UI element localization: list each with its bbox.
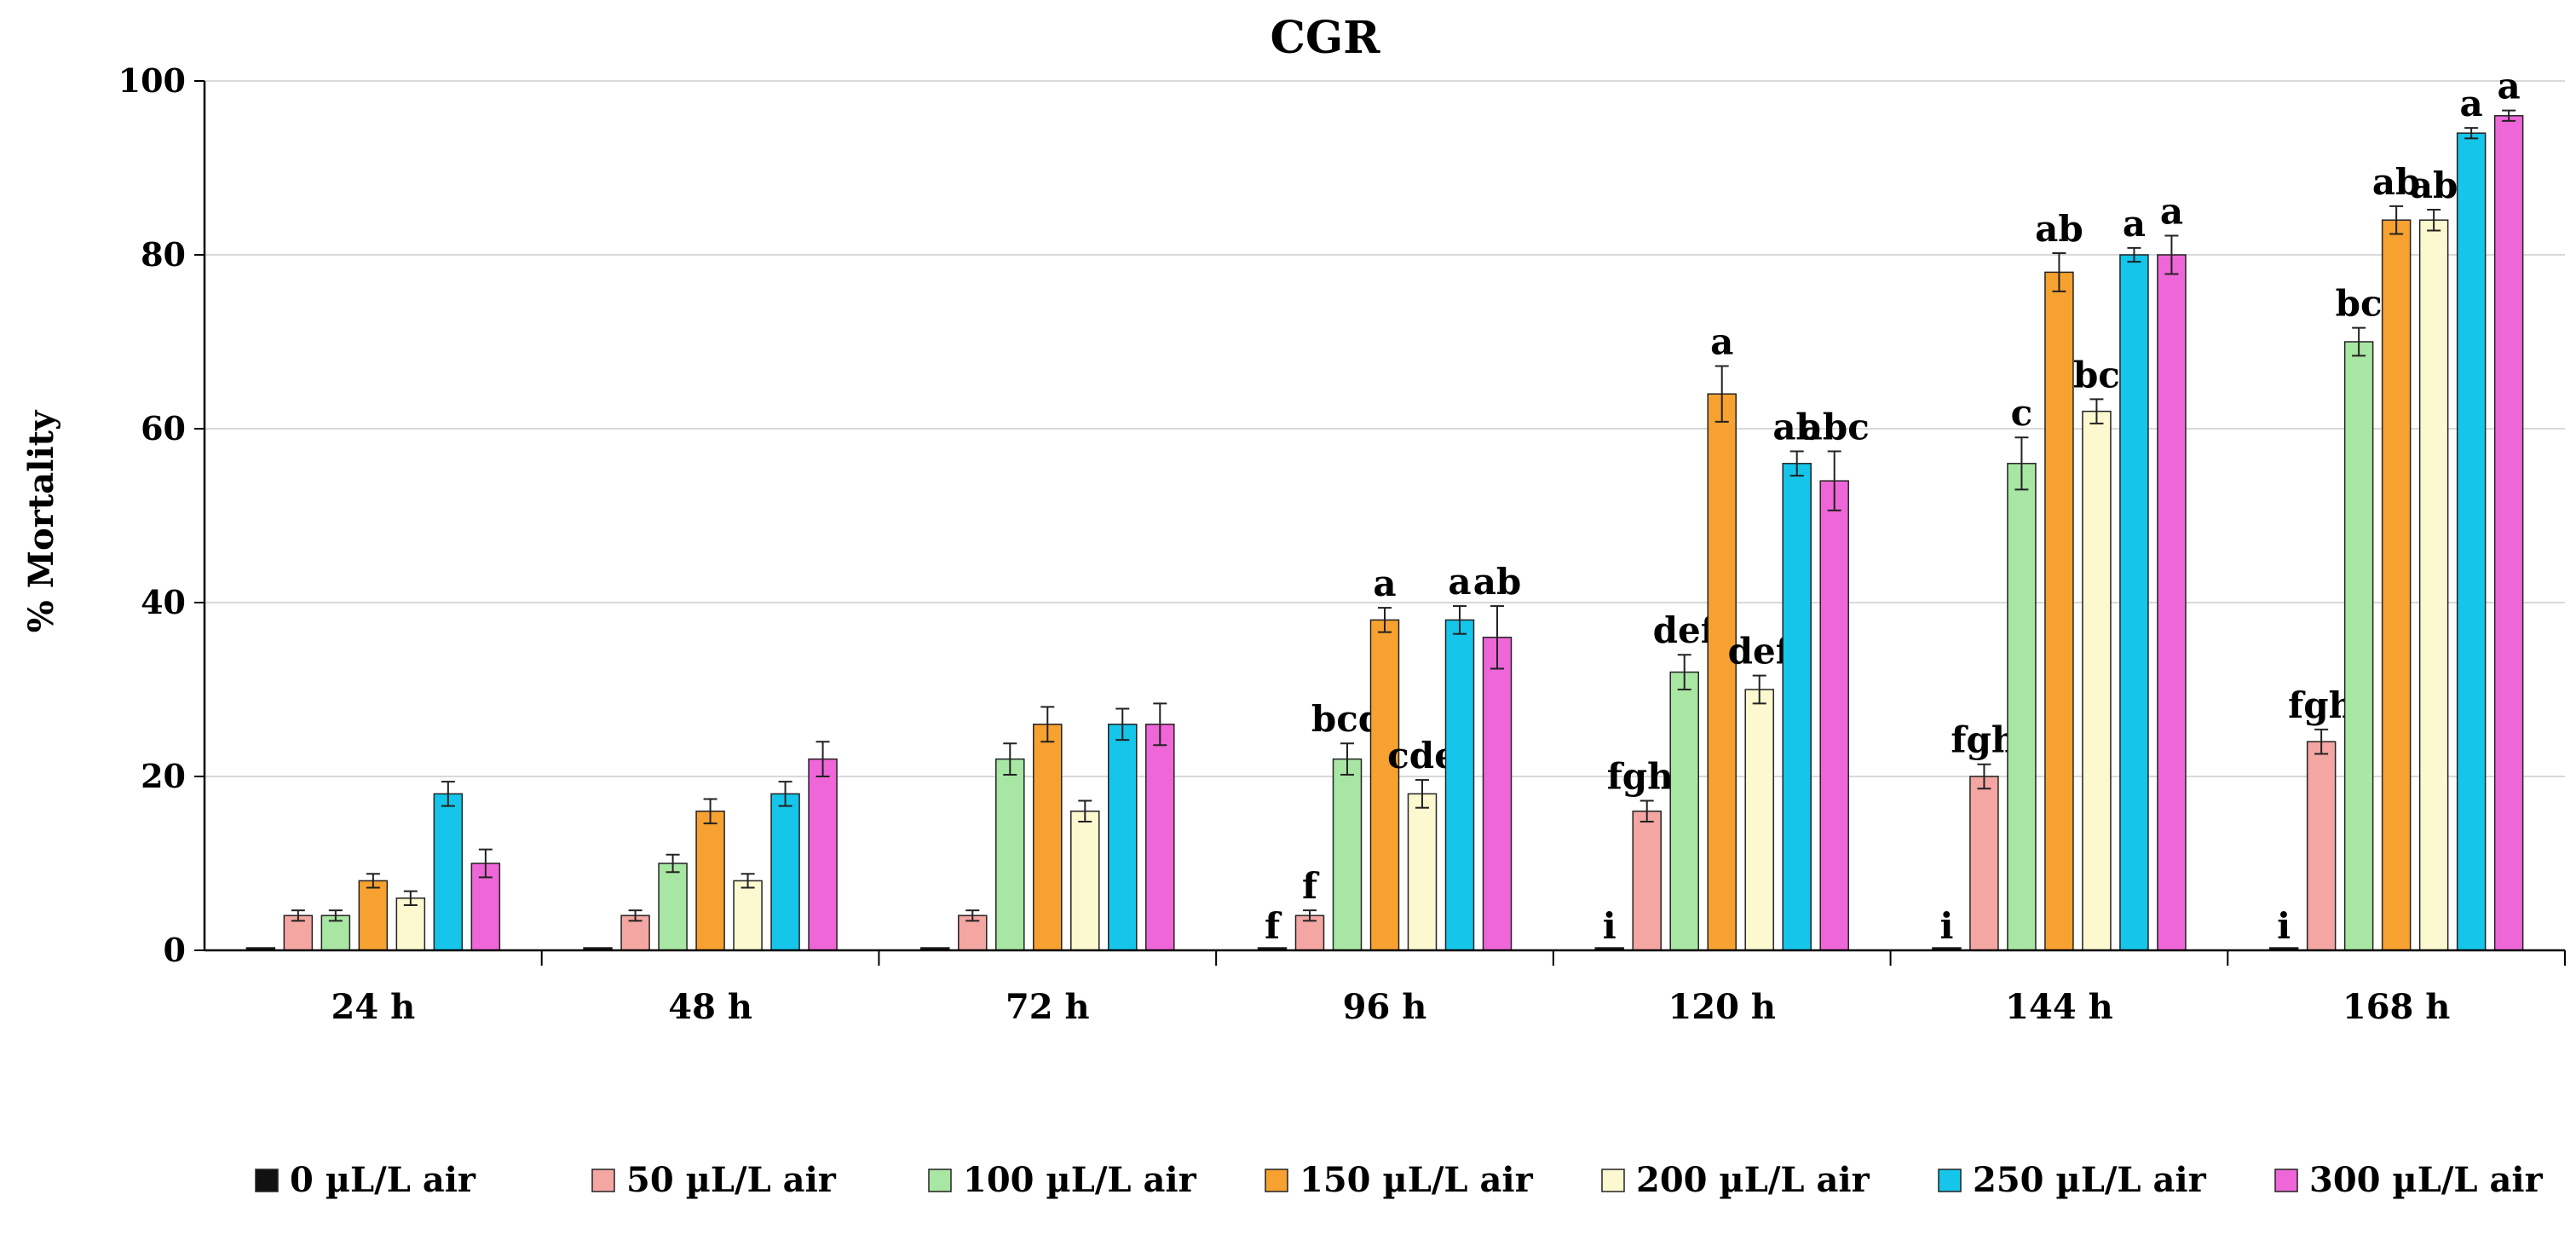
- legend-swatch: [1938, 1169, 1962, 1192]
- y-tick-label: 100: [118, 61, 186, 100]
- bar: [695, 811, 725, 951]
- bar: [770, 793, 800, 951]
- bar: [2418, 219, 2449, 951]
- legend-label: 250 µL/L air: [1973, 1160, 2207, 1200]
- legend-label: 150 µL/L air: [1300, 1160, 1534, 1200]
- bar: [808, 758, 838, 951]
- legend-label: 100 µL/L air: [963, 1160, 1197, 1200]
- data-label: ab: [1772, 407, 1821, 448]
- bar: [1369, 619, 1400, 951]
- y-tick-label: 20: [141, 757, 186, 795]
- bar: [2343, 341, 2374, 951]
- x-tick-label: 96 h: [1343, 987, 1427, 1027]
- data-label: a: [1710, 321, 1733, 363]
- bar: [1819, 480, 1849, 951]
- data-label: bc: [2073, 354, 2120, 395]
- x-tick-label: 72 h: [1006, 987, 1090, 1027]
- bar: [1332, 758, 1363, 951]
- legend-label: 0 µL/L air: [290, 1160, 476, 1200]
- legend-swatch: [591, 1169, 615, 1192]
- data-label: c: [2011, 392, 2033, 434]
- bar: [1632, 811, 1662, 951]
- data-label: i: [1939, 905, 1953, 947]
- legend-swatch: [2274, 1169, 2298, 1192]
- bar: [733, 880, 763, 951]
- bar: [2456, 132, 2487, 951]
- x-tick-label: 24 h: [331, 987, 416, 1027]
- data-label: ab: [2372, 161, 2421, 203]
- legend: 0 µL/L air 50 µL/L air 100 µL/L air 150 µL/…: [255, 1160, 2544, 1200]
- legend-label: 300 µL/L air: [2309, 1160, 2544, 1200]
- y-tick-label: 80: [141, 235, 186, 274]
- bar: [2082, 410, 2112, 951]
- data-label: f: [1302, 865, 1320, 907]
- data-label: ab: [2410, 164, 2458, 206]
- data-label: f: [1265, 905, 1282, 947]
- data-label: a: [2160, 191, 2183, 233]
- bar: [1707, 393, 1737, 951]
- y-tick-label: 60: [141, 409, 186, 447]
- bar: [658, 863, 688, 951]
- data-label: bc: [2336, 283, 2383, 325]
- data-label: abc: [1800, 407, 1870, 448]
- bar: [1294, 915, 1325, 951]
- bar: [1108, 724, 1138, 951]
- legend-label: 50 µL/L air: [626, 1160, 837, 1200]
- legend-swatch: [1265, 1169, 1288, 1192]
- data-label: fgh: [1951, 719, 2017, 761]
- bar: [1444, 619, 1475, 951]
- bar: [995, 758, 1025, 951]
- bar: [1669, 671, 1699, 951]
- bar: [395, 897, 426, 951]
- legend-swatch: [255, 1169, 279, 1192]
- legend-swatch: [1601, 1169, 1625, 1192]
- bar: [1145, 724, 1175, 951]
- x-tick-label: 120 h: [1668, 987, 1776, 1027]
- bar: [2157, 254, 2187, 951]
- data-label: i: [2277, 905, 2291, 947]
- chart-title: CGR: [1270, 12, 1380, 64]
- x-tick-label: 48 h: [668, 987, 752, 1027]
- x-tick-label: 144 h: [2005, 987, 2113, 1027]
- bar: [1744, 689, 1774, 951]
- data-label: a: [2460, 83, 2483, 124]
- data-label: fgh: [2288, 684, 2354, 726]
- data-label: i: [1603, 905, 1616, 947]
- data-label: a: [1373, 563, 1396, 604]
- bar: [2306, 741, 2337, 951]
- x-tick-label: 168 h: [2343, 987, 2451, 1027]
- bar: [1969, 776, 1999, 951]
- bar: [1033, 724, 1063, 951]
- bar: [1407, 793, 1438, 951]
- bar: [2044, 271, 2074, 951]
- bar: [433, 793, 464, 951]
- bar: [2381, 219, 2412, 951]
- data-label: a: [1448, 561, 1471, 603]
- bar: [2119, 254, 2149, 951]
- bar: [1070, 811, 1100, 951]
- bar: [1782, 463, 1812, 951]
- legend-swatch: [928, 1169, 952, 1192]
- y-axis-title: % Mortality: [21, 409, 61, 632]
- y-tick-label: 0: [164, 931, 186, 969]
- bar: [2493, 115, 2524, 951]
- data-label: a: [2123, 203, 2146, 245]
- data-label: ab: [1473, 561, 1522, 603]
- legend-label: 200 µL/L air: [1636, 1160, 1870, 1200]
- bar: [358, 880, 389, 951]
- bar: [2007, 463, 2037, 951]
- axes: 0 20 40 60 80 100 24 h 48 h 72 h 96 h 120 h 144 h 16…: [118, 61, 2566, 1027]
- data-label: a: [2498, 66, 2521, 107]
- data-label: ab: [2035, 208, 2083, 250]
- y-tick-label: 40: [141, 583, 186, 621]
- bar: [1482, 637, 1513, 951]
